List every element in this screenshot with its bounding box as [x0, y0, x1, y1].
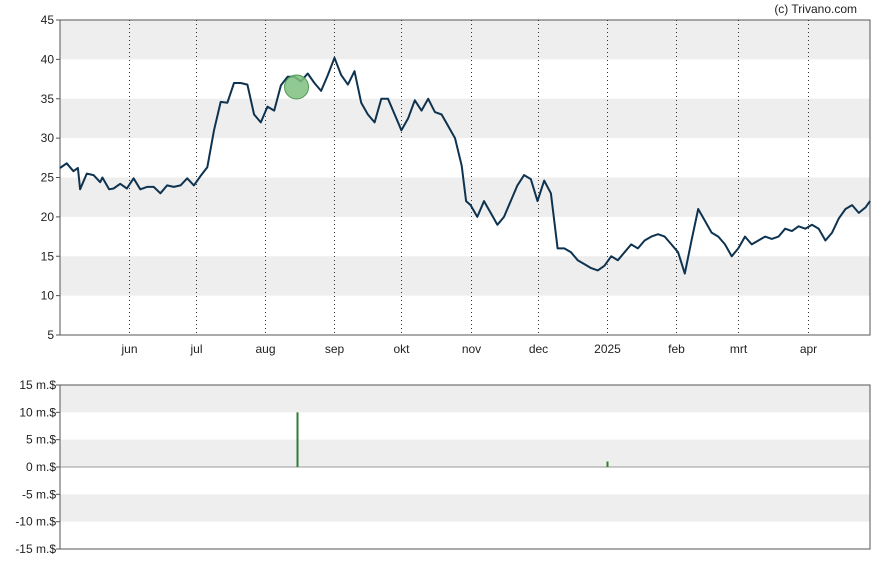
y-tick-label: 40 — [41, 52, 55, 66]
y-tick-label: 20 — [41, 210, 55, 224]
x-tick-label: nov — [462, 342, 481, 356]
volume-grid-band — [60, 494, 870, 522]
price-series-line — [59, 56, 871, 275]
volume-y-tick-label: -5 m.$ — [22, 487, 56, 501]
volume-y-tick-label: 5 m.$ — [26, 433, 56, 447]
y-tick-label: 45 — [41, 13, 55, 27]
y-tick-label: 30 — [41, 131, 55, 145]
x-tick-label: jun — [120, 342, 137, 356]
volume-y-tick-label: 15 m.$ — [19, 378, 56, 392]
volume-y-tick-label: -15 m.$ — [15, 542, 56, 556]
x-tick-label: jul — [189, 342, 202, 356]
volume-grid-band — [60, 439, 870, 467]
volume-y-tick-label: 10 m.$ — [19, 405, 56, 419]
y-tick-label: 25 — [41, 171, 55, 185]
volume-grid-band — [60, 385, 870, 413]
credit-label: (c) Trivano.com — [774, 2, 857, 16]
price-grid-band — [60, 98, 870, 139]
y-tick-label: 15 — [41, 249, 55, 263]
y-tick-label: 35 — [41, 92, 55, 106]
x-tick-label: 2025 — [594, 342, 621, 356]
x-tick-label: dec — [529, 342, 548, 356]
x-tick-label: feb — [668, 342, 685, 356]
volume-panel: 15 m.$ 10 m.$ 5 m.$ 0 m.$ -5 m.$ -10 m.$ -15 m… — [15, 378, 871, 556]
x-tick-label: mrt — [730, 342, 748, 356]
price-grid-band — [60, 256, 870, 296]
volume-y-tick-label: 0 m.$ — [26, 460, 56, 474]
x-tick-label: sep — [325, 342, 345, 356]
price-panel: jun jul aug sep okt nov dec 2025 feb mrt apr510152… — [41, 13, 871, 356]
y-tick-label: 5 — [47, 328, 54, 342]
event-marker — [284, 74, 310, 100]
x-tick-label: aug — [255, 342, 275, 356]
price-grid-band — [60, 20, 870, 60]
y-tick-label: 10 — [41, 289, 55, 303]
x-tick-label: apr — [800, 342, 817, 356]
x-tick-label: okt — [393, 342, 410, 356]
volume-y-tick-label: -10 m.$ — [15, 515, 56, 529]
